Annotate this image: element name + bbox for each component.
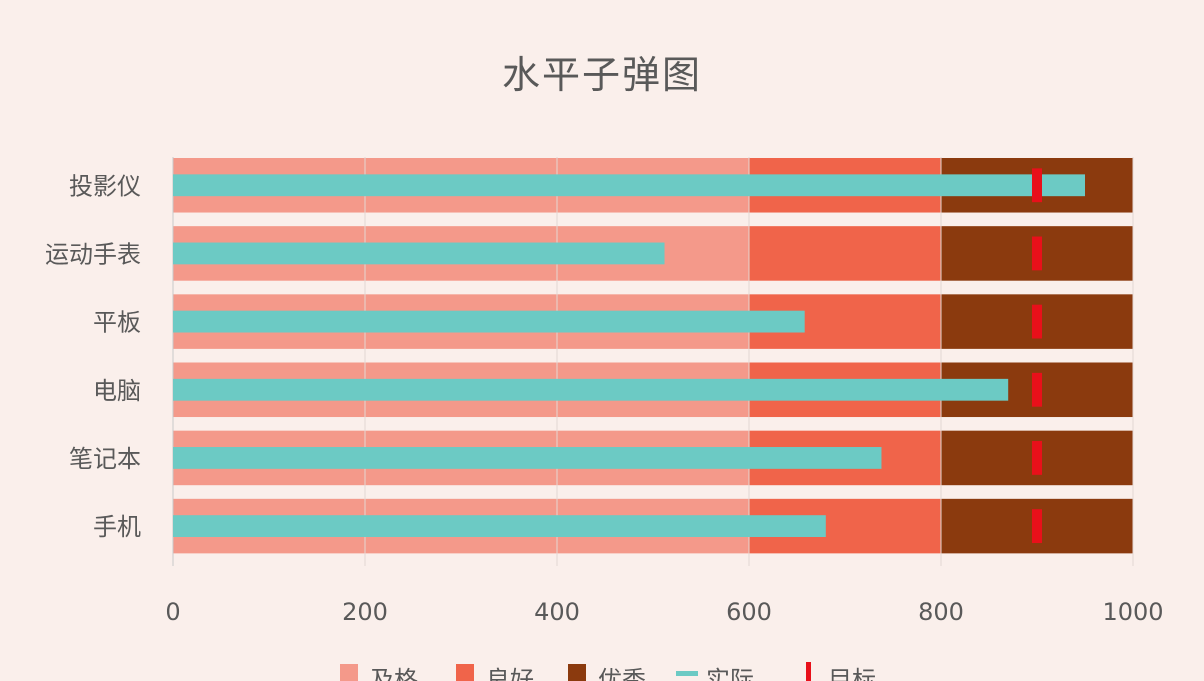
category-label-4: 笔记本 — [69, 445, 141, 473]
legend-label-4: 目标 — [828, 666, 876, 681]
actual-bar-0 — [173, 174, 1085, 197]
target-marker-3 — [1032, 372, 1042, 407]
category-label-5: 手机 — [93, 513, 141, 541]
x-tick-label-1: 200 — [342, 598, 388, 626]
band-良好-1 — [749, 226, 941, 281]
actual-bar-1 — [173, 242, 665, 265]
x-tick-label-5: 1000 — [1102, 598, 1163, 626]
legend-swatch-2 — [568, 664, 586, 681]
target-marker-4 — [1032, 441, 1042, 475]
legend-swatch-3 — [676, 671, 698, 676]
x-tick-label-4: 800 — [918, 598, 964, 626]
actual-bar-2 — [173, 310, 805, 333]
actual-bar-3 — [173, 378, 1009, 401]
x-tick-label-2: 400 — [534, 598, 580, 626]
target-marker-5 — [1032, 509, 1042, 544]
x-tick-label-3: 600 — [726, 598, 772, 626]
legend-label-1: 良好 — [486, 666, 534, 681]
legend-label-3: 实际 — [706, 666, 754, 681]
target-marker-2 — [1032, 304, 1042, 339]
category-label-1: 运动手表 — [45, 240, 141, 268]
chart-title: 水平子弹图 — [501, 53, 702, 97]
legend-label-0: 及格 — [370, 666, 418, 681]
category-label-2: 平板 — [93, 309, 141, 337]
legend-swatch-4 — [806, 662, 811, 681]
actual-bar-4 — [173, 447, 882, 469]
actual-bar-5 — [173, 515, 826, 538]
target-marker-1 — [1032, 236, 1042, 271]
x-tick-label-0: 0 — [165, 598, 180, 626]
legend-label-2: 优秀 — [598, 666, 646, 681]
category-label-3: 电脑 — [93, 377, 141, 405]
category-label-0: 投影仪 — [69, 172, 141, 200]
legend-swatch-0 — [340, 664, 358, 681]
target-marker-0 — [1032, 168, 1042, 203]
legend-swatch-1 — [456, 664, 474, 681]
